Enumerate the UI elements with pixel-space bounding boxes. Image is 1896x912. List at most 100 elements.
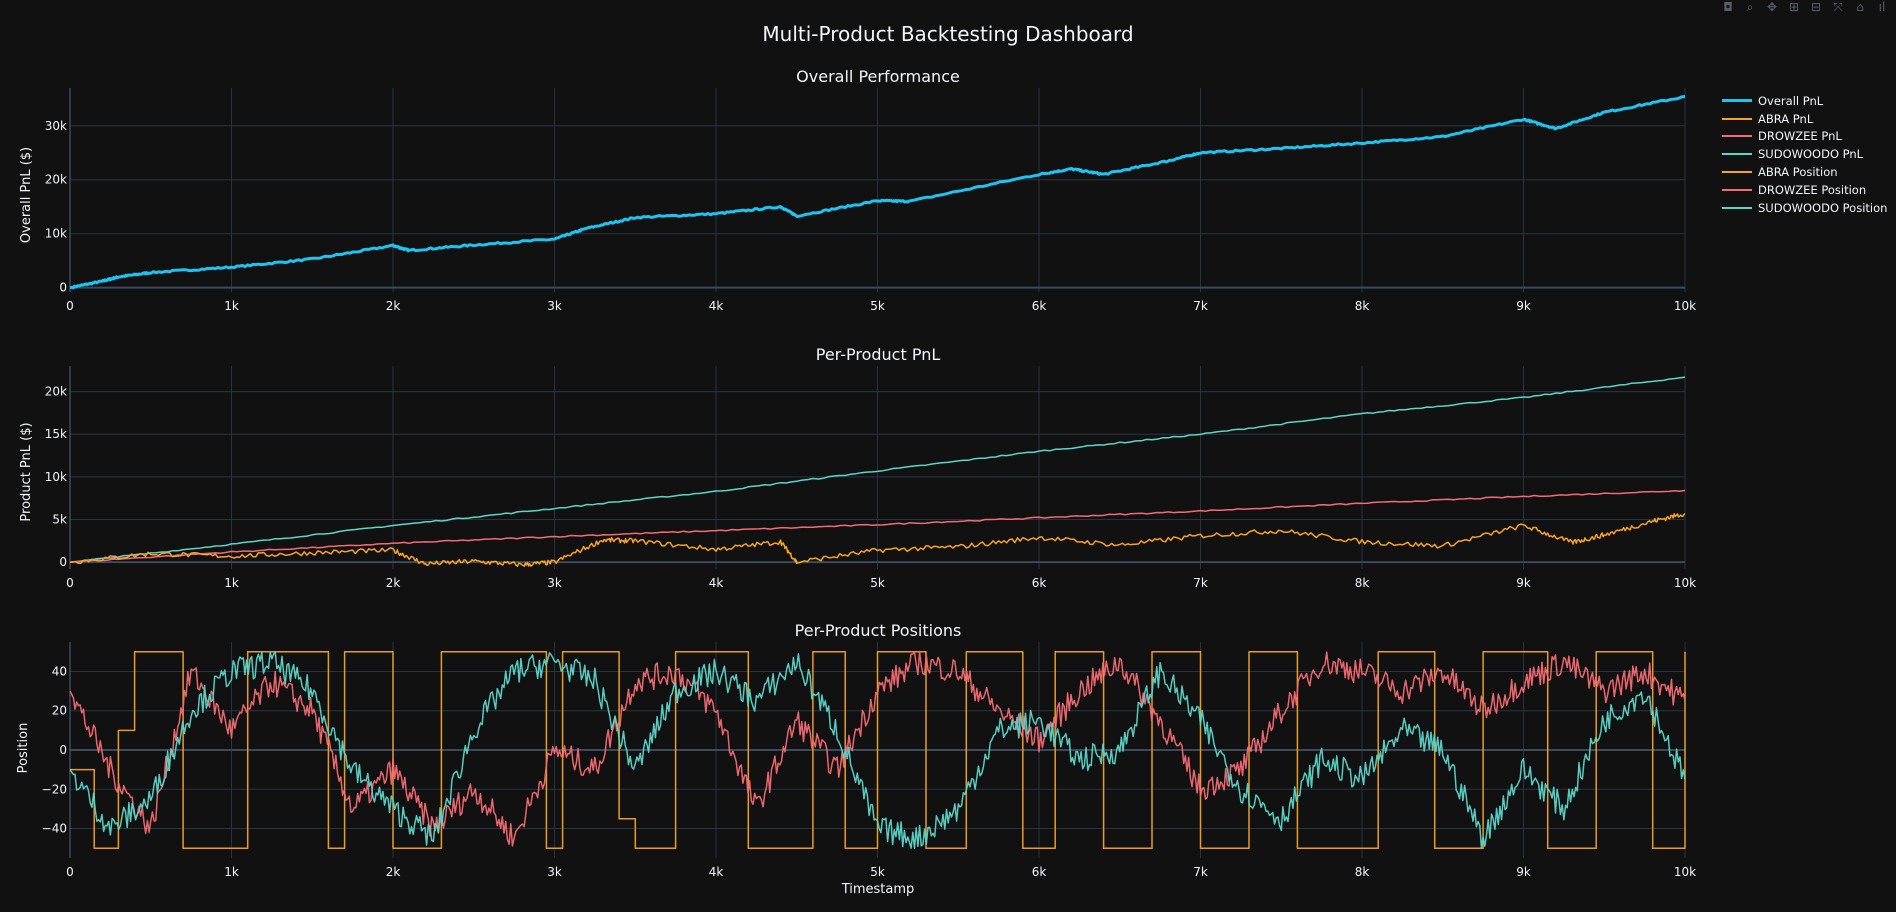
x-tick-label: 3k (547, 865, 562, 879)
legend-item-abra-pnl[interactable]: ABRA PnL (1722, 110, 1887, 128)
y-tick-label: −40 (42, 822, 67, 836)
y-tick-label: 40 (52, 664, 67, 678)
series-line-drowzee-position (69, 651, 1686, 847)
plot-layer: 0 1k 2k 3k 4k 5k 6k 7k 8k 9k 10k 0 10k 20k 30k 0 1k 2k 3k 4… (42, 88, 1696, 879)
y-tick-label: 0 (59, 743, 67, 757)
legend-swatch-icon (1722, 117, 1752, 120)
y-tick-label: 20k (45, 173, 67, 187)
x-tick-label: 7k (1193, 865, 1208, 879)
plotly-logo-icon[interactable]: ıl (1878, 0, 1886, 14)
legend-label: DROWZEE Position (1758, 182, 1867, 197)
zoom-out-icon[interactable]: ⊟ (1810, 0, 1822, 14)
legend: Overall PnL ABRA PnL DROWZEE PnL SUDOWOO… (1722, 92, 1887, 217)
legend-label: DROWZEE PnL (1758, 129, 1842, 144)
legend-swatch-icon (1722, 135, 1752, 138)
y-tick-label: −20 (42, 782, 67, 796)
home-icon[interactable]: ⌂ (1856, 0, 1864, 14)
x-tick-label: 5k (870, 576, 885, 590)
chart-title: Multi-Product Backtesting Dashboard (762, 22, 1133, 46)
y-tick-label: 0 (59, 555, 67, 569)
subplot-1-marks: 0 1k 2k 3k 4k 5k 6k 7k 8k 9k 10k 0 5k 10k 15k 20k (45, 366, 1696, 590)
series-line-sudowoodo-pnl (69, 376, 1686, 563)
legend-item-sudowoodo-pnl[interactable]: SUDOWOODO PnL (1722, 145, 1887, 163)
y-axis-label-product-pnl: Product PnL ($) (19, 422, 34, 521)
legend-item-drowzee-pnl[interactable]: DROWZEE PnL (1722, 128, 1887, 146)
series-line-drowzee-pnl (69, 489, 1686, 563)
x-tick-label: 6k (1032, 576, 1047, 590)
x-tick-label: 9k (1516, 299, 1531, 313)
x-tick-label: 0 (66, 865, 74, 879)
legend-item-drowzee-position[interactable]: DROWZEE Position (1722, 181, 1887, 199)
x-tick-label: 2k (386, 299, 401, 313)
x-tick-label: 1k (224, 299, 239, 313)
x-tick-label: 9k (1516, 865, 1531, 879)
zoom-in-icon[interactable]: ⊞ (1788, 0, 1800, 14)
subplot-0-marks: 0 1k 2k 3k 4k 5k 6k 7k 8k 9k 10k 0 10k 20k 30k (45, 88, 1696, 313)
y-tick-label: 30k (45, 119, 67, 133)
x-tick-label: 0 (66, 576, 74, 590)
x-tick-label: 10k (1674, 865, 1696, 879)
legend-item-sudowoodo-position[interactable]: SUDOWOODO Position (1722, 199, 1887, 217)
x-tick-label: 6k (1032, 299, 1047, 313)
x-tick-label: 2k (386, 576, 401, 590)
subplot-2-marks: 0 1k 2k 3k 4k 5k 6k 7k 8k 9k 10k −40 −20 0 20 40 (42, 642, 1696, 879)
legend-swatch-icon (1722, 206, 1752, 209)
x-tick-label: 8k (1355, 865, 1370, 879)
x-tick-label: 2k (386, 865, 401, 879)
x-tick-label: 10k (1674, 576, 1696, 590)
series-line-overall-pnl (69, 95, 1686, 290)
x-tick-label: 5k (870, 865, 885, 879)
x-tick-label: 1k (224, 865, 239, 879)
pan-icon[interactable]: ✥ (1766, 0, 1778, 14)
modebar: ◘ ⌕ ✥ ⊞ ⊟ ⤧ ⌂ ıl (1720, 0, 1890, 14)
legend-label: ABRA Position (1758, 165, 1838, 180)
legend-label: Overall PnL (1758, 93, 1824, 108)
legend-item-overall-pnl[interactable]: Overall PnL (1722, 92, 1887, 110)
autoscale-icon[interactable]: ⤧ (1833, 0, 1843, 14)
series-line-abra-position (70, 651, 1686, 849)
x-tick-label: 3k (547, 576, 562, 590)
x-tick-label: 5k (870, 299, 885, 313)
series-line-sudowoodo-position (69, 651, 1686, 849)
legend-swatch-icon (1722, 188, 1752, 191)
legend-swatch-icon (1722, 99, 1752, 103)
x-tick-label: 6k (1032, 865, 1047, 879)
camera-icon[interactable]: ◘ (1723, 0, 1733, 14)
x-axis-label-timestamp: Timestamp (841, 882, 915, 897)
x-tick-label: 4k (709, 576, 724, 590)
x-tick-label: 9k (1516, 576, 1531, 590)
y-axis-label-overall: Overall PnL ($) (19, 147, 34, 243)
series-line-abra-pnl (69, 513, 1686, 568)
x-tick-label: 1k (224, 576, 239, 590)
legend-label: ABRA PnL (1758, 111, 1814, 126)
y-tick-label: 10k (45, 227, 67, 241)
subplot-product-pnl[interactable]: Per-Product PnL Product PnL ($) (19, 345, 940, 522)
subplot-title-product-pnl: Per-Product PnL (816, 345, 941, 364)
zoom-icon[interactable]: ⌕ (1746, 0, 1754, 14)
legend-swatch-icon (1722, 153, 1752, 156)
x-tick-label: 7k (1193, 299, 1208, 313)
x-tick-label: 7k (1193, 576, 1208, 590)
x-tick-label: 10k (1674, 299, 1696, 313)
x-tick-label: 4k (709, 865, 724, 879)
y-tick-label: 10k (45, 470, 67, 484)
x-tick-label: 3k (547, 299, 562, 313)
y-tick-label: 20 (52, 704, 67, 718)
y-tick-label: 15k (45, 427, 67, 441)
y-tick-label: 0 (59, 281, 67, 295)
subplot-title-positions: Per-Product Positions (795, 621, 962, 640)
y-axis-label-positions: Position (16, 723, 31, 774)
x-tick-label: 0 (66, 299, 74, 313)
subplot-positions[interactable]: Per-Product Positions Position Timestamp (16, 621, 961, 897)
legend-swatch-icon (1722, 171, 1752, 174)
x-tick-label: 4k (709, 299, 724, 313)
legend-label: SUDOWOODO Position (1758, 200, 1888, 215)
subplot-title-overall: Overall Performance (796, 67, 960, 86)
legend-item-abra-position[interactable]: ABRA Position (1722, 163, 1887, 181)
y-tick-label: 20k (45, 385, 67, 399)
y-tick-label: 5k (52, 513, 67, 527)
x-tick-label: 8k (1355, 576, 1370, 590)
x-tick-label: 8k (1355, 299, 1370, 313)
subplot-overall[interactable]: Overall Performance Overall PnL ($) (19, 67, 960, 243)
